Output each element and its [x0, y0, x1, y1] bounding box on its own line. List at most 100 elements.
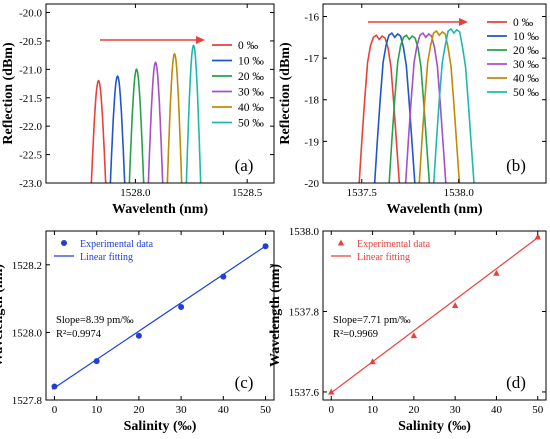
- y-tick-label: 1537.6: [289, 387, 320, 399]
- legend-marker: [337, 239, 345, 246]
- plot-area: [358, 27, 475, 183]
- legend-label-0: 0 ‰: [513, 17, 534, 29]
- data-point-3: [451, 301, 459, 308]
- legend-label-0: 0 ‰: [238, 40, 259, 52]
- y-tick-label: -22.0: [19, 121, 42, 133]
- x-axis-label: Salinity (‰): [398, 419, 471, 434]
- x-tick-label: 20: [133, 404, 145, 416]
- y-tick-label: 1528.2: [12, 260, 42, 272]
- x-axis-label: Salinity (‰): [124, 419, 197, 434]
- x-tick-label: 1538.0: [444, 187, 475, 199]
- x-tick-label: 0: [329, 404, 335, 416]
- axes-frame: [45, 3, 275, 184]
- data-point-5: [262, 243, 269, 250]
- y-tick-label: -20.0: [19, 8, 42, 20]
- y-tick-label: -22.5: [19, 150, 42, 162]
- y-tick-label: -17: [304, 53, 319, 65]
- x-tick-label: 40: [218, 404, 230, 416]
- x-tick-label: 1528.5: [232, 187, 263, 199]
- legend-label-4: 40 ‰: [238, 102, 264, 114]
- shift-arrow-head: [196, 36, 205, 44]
- x-tick-label: 40: [491, 404, 503, 416]
- data-point-2: [410, 332, 418, 339]
- fit-annotation-1: R²=0.9969: [333, 329, 378, 340]
- y-axis-label: Reflection (dBm): [278, 42, 293, 145]
- series-line-4: [418, 29, 461, 183]
- x-tick-label: 50: [260, 404, 272, 416]
- series-line-0: [90, 79, 107, 183]
- y-axis-label: Reflection (dBm): [1, 42, 16, 145]
- y-tick-label: -21.5: [19, 93, 42, 105]
- plot-area: [90, 44, 202, 183]
- legend-label-1: Linear fitting: [80, 252, 133, 263]
- x-tick-label: 50: [532, 404, 544, 416]
- y-tick-label: 1538.0: [289, 226, 320, 238]
- panel-label: (c): [235, 373, 254, 392]
- series-line-2: [388, 34, 431, 183]
- series-line-5: [185, 44, 202, 183]
- data-point-0: [328, 388, 335, 395]
- panel-label: (b): [506, 156, 526, 175]
- x-tick-label: 1528.0: [120, 187, 151, 199]
- legend-label-3: 30 ‰: [513, 59, 539, 71]
- panel-c: 0 10 20 30 40 50 1527.8 1528.0 1528.2 Salinity (‰…: [0, 230, 275, 434]
- legend-label-1: Linear fitting: [357, 252, 410, 263]
- series-line-1: [109, 75, 126, 183]
- legend-label-0: Experimental data: [80, 239, 154, 250]
- legend-label-1: 10 ‰: [238, 56, 264, 68]
- panel-label: (d): [506, 373, 526, 392]
- x-tick-label: 0: [52, 404, 58, 416]
- x-tick-label: 20: [408, 404, 420, 416]
- y-tick-label: 1537.8: [289, 306, 320, 318]
- data-point-2: [135, 332, 142, 339]
- y-tick-label: 1528.0: [12, 327, 43, 339]
- legend-label-5: 50 ‰: [513, 87, 539, 99]
- axes-frame: [45, 230, 275, 401]
- legend-marker: [61, 240, 67, 246]
- legend-label-2: 20 ‰: [238, 71, 264, 83]
- legend-label-1: 10 ‰: [513, 31, 539, 43]
- plot-area: [328, 233, 541, 395]
- panel-a: 1528.0 1528.5 -23.0 -22.5 -22.0 -21.5 -21.0 -20…: [1, 3, 275, 217]
- y-axis-label: Wavelength (nm): [0, 264, 6, 367]
- x-tick-label: 30: [176, 404, 188, 416]
- panel-d: 0 10 20 30 40 50 1537.6 1537.8 1538.0 Salinity (‰…: [268, 226, 547, 434]
- x-tick-label: 10: [367, 404, 379, 416]
- legend-label-0: Experimental data: [357, 239, 431, 250]
- y-tick-label: 1527.8: [12, 395, 43, 407]
- legend-label-2: 20 ‰: [513, 45, 539, 57]
- fit-annotation-0: Slope=8.39 pm/‰: [56, 315, 134, 326]
- plot-area: [51, 243, 269, 390]
- x-axis-label: Wavelenth (nm): [386, 202, 482, 217]
- y-tick-label: -23.0: [19, 178, 42, 190]
- data-point-4: [220, 273, 227, 280]
- x-tick-label: 1537.5: [347, 187, 378, 199]
- series-line-5: [432, 27, 475, 183]
- shift-arrow-head: [459, 18, 468, 26]
- x-tick-label: 10: [91, 404, 103, 416]
- fit-annotation-0: Slope=7.71 pm/‰: [333, 315, 411, 326]
- data-point-3: [178, 304, 185, 311]
- y-tick-label: -19: [304, 136, 319, 148]
- legend-label-5: 50 ‰: [238, 118, 264, 130]
- fit-line: [328, 235, 541, 395]
- legend-label-4: 40 ‰: [513, 73, 539, 85]
- fit-line: [51, 244, 269, 390]
- panel-label: (a): [235, 156, 254, 175]
- y-tick-label: -18: [304, 95, 319, 107]
- y-tick-label: -20: [304, 178, 319, 190]
- series-line-3: [147, 61, 164, 183]
- data-point-1: [93, 358, 100, 365]
- data-point-1: [369, 358, 376, 365]
- axes-frame: [322, 230, 547, 401]
- series-line-1: [373, 31, 416, 183]
- data-point-4: [493, 269, 500, 276]
- panel-b: 1537.5 1538.0 -20 -19 -18 -17 -16 Wavelenth (nm…: [278, 3, 547, 217]
- series-line-4: [166, 52, 183, 183]
- y-axis-label: Wavelength (nm): [268, 264, 283, 367]
- x-tick-label: 30: [450, 404, 462, 416]
- data-point-5: [534, 233, 541, 240]
- series-line-2: [128, 68, 145, 183]
- y-tick-label: -16: [304, 11, 319, 23]
